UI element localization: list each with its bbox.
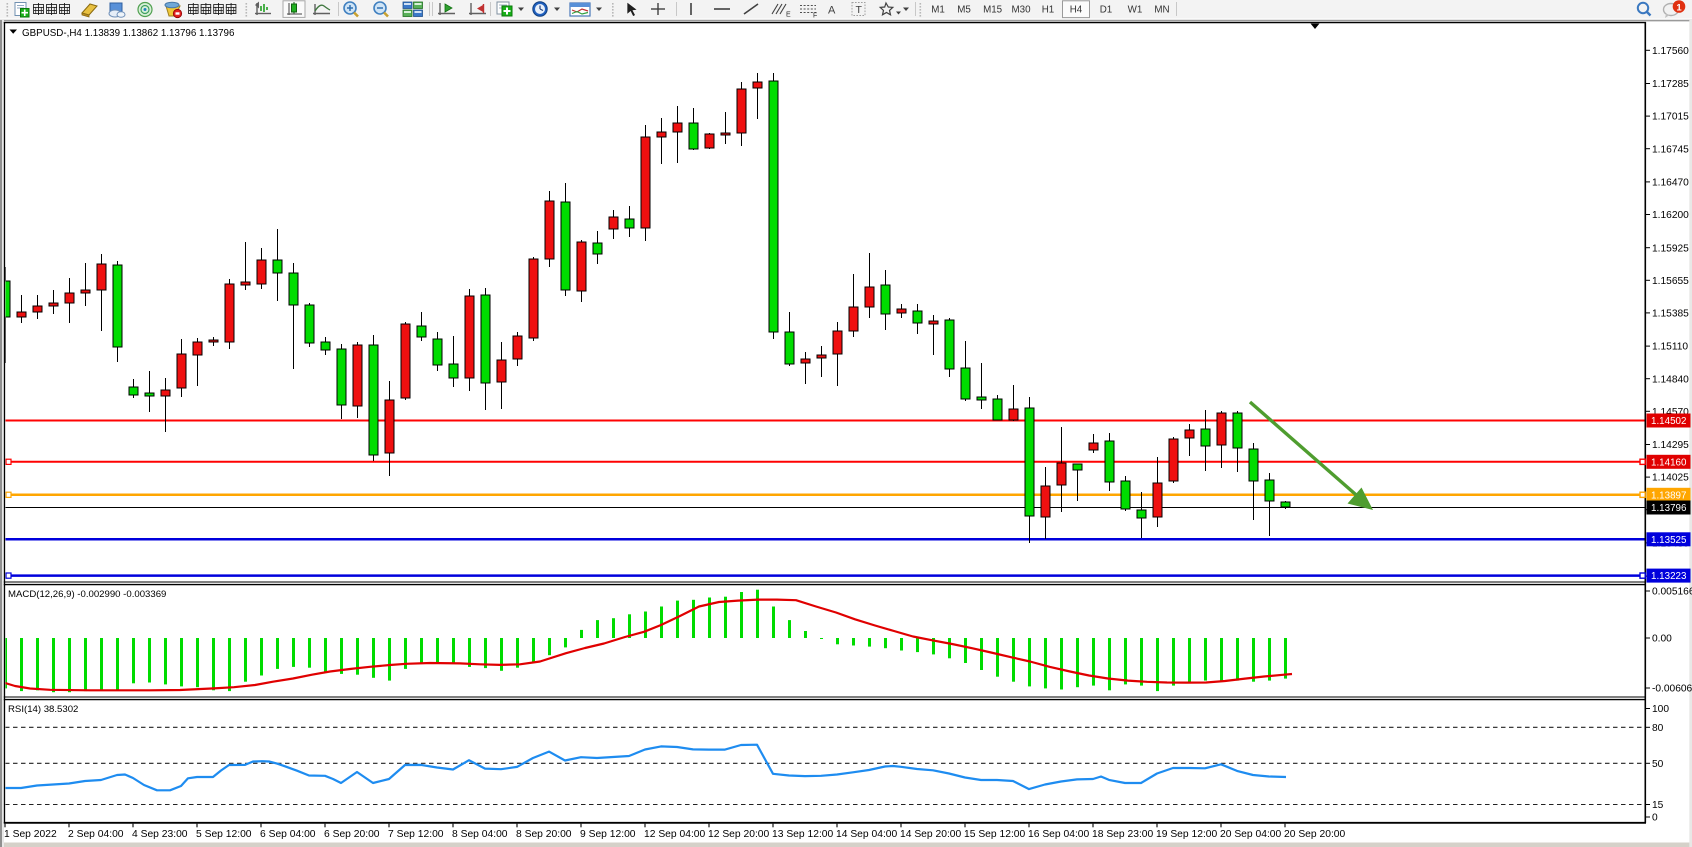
svg-text:1.17560: 1.17560 bbox=[1652, 46, 1689, 57]
svg-text:M5: M5 bbox=[957, 5, 971, 16]
svg-text:5 Sep 12:00: 5 Sep 12:00 bbox=[196, 829, 252, 840]
svg-text:80: 80 bbox=[1652, 723, 1664, 734]
svg-text:1 Sep 2022: 1 Sep 2022 bbox=[4, 829, 57, 840]
svg-text:2 Sep 04:00: 2 Sep 04:00 bbox=[68, 829, 124, 840]
svg-text:1.14570: 1.14570 bbox=[1652, 407, 1689, 418]
svg-text:W1: W1 bbox=[1128, 5, 1143, 16]
svg-text:13 Sep 12:00: 13 Sep 12:00 bbox=[772, 829, 834, 840]
svg-text:15: 15 bbox=[1652, 800, 1664, 811]
svg-text:0.00: 0.00 bbox=[1652, 634, 1672, 645]
svg-text:19 Sep 12:00: 19 Sep 12:00 bbox=[1156, 829, 1218, 840]
svg-text:9 Sep 12:00: 9 Sep 12:00 bbox=[580, 829, 636, 840]
svg-text:20 Sep 20:00: 20 Sep 20:00 bbox=[1284, 829, 1346, 840]
svg-text:F: F bbox=[813, 13, 817, 20]
svg-text:0.005166: 0.005166 bbox=[1652, 587, 1692, 598]
svg-text:M30: M30 bbox=[1011, 5, 1031, 16]
svg-text:1.13525: 1.13525 bbox=[1651, 535, 1687, 546]
svg-text:14 Sep 04:00: 14 Sep 04:00 bbox=[836, 829, 898, 840]
svg-text:1.15925: 1.15925 bbox=[1652, 243, 1689, 254]
svg-text:T: T bbox=[856, 4, 863, 16]
svg-text:1.16470: 1.16470 bbox=[1652, 178, 1689, 189]
svg-text:GBPUSD-,H4 1.13839 1.13862 1.: GBPUSD-,H4 1.13839 1.13862 1.13796 1.137… bbox=[22, 28, 235, 39]
svg-text:16 Sep 04:00: 16 Sep 04:00 bbox=[1028, 829, 1090, 840]
svg-text:M1: M1 bbox=[931, 5, 945, 16]
svg-text:1.17015: 1.17015 bbox=[1652, 112, 1689, 123]
svg-text:100: 100 bbox=[1652, 704, 1669, 715]
svg-text:1.13223: 1.13223 bbox=[1651, 571, 1687, 582]
svg-text:RSI(14) 38.5302: RSI(14) 38.5302 bbox=[8, 704, 78, 715]
svg-text:8 Sep 20:00: 8 Sep 20:00 bbox=[516, 829, 572, 840]
svg-text:1.14160: 1.14160 bbox=[1651, 457, 1687, 468]
svg-text:E: E bbox=[786, 12, 791, 19]
svg-text:-0.006064: -0.006064 bbox=[1652, 684, 1692, 695]
svg-text:D1: D1 bbox=[1100, 5, 1113, 16]
svg-text:8 Sep 04:00: 8 Sep 04:00 bbox=[452, 829, 508, 840]
svg-text:1.14025: 1.14025 bbox=[1652, 473, 1689, 484]
svg-text:12 Sep 20:00: 12 Sep 20:00 bbox=[708, 829, 770, 840]
svg-text:4 Sep 23:00: 4 Sep 23:00 bbox=[132, 829, 188, 840]
svg-text:15 Sep 12:00: 15 Sep 12:00 bbox=[964, 829, 1026, 840]
svg-text:7 Sep 12:00: 7 Sep 12:00 bbox=[388, 829, 444, 840]
svg-text:1.15655: 1.15655 bbox=[1652, 276, 1689, 287]
svg-text:14 Sep 20:00: 14 Sep 20:00 bbox=[900, 829, 962, 840]
svg-text:6 Sep 20:00: 6 Sep 20:00 bbox=[324, 829, 380, 840]
svg-text:M15: M15 bbox=[983, 5, 1003, 16]
svg-text:20 Sep 04:00: 20 Sep 04:00 bbox=[1220, 829, 1282, 840]
svg-text:1.14295: 1.14295 bbox=[1652, 440, 1689, 451]
svg-text:H4: H4 bbox=[1070, 5, 1083, 16]
svg-text:1.14840: 1.14840 bbox=[1652, 374, 1689, 385]
svg-text:1.15110: 1.15110 bbox=[1652, 342, 1688, 353]
svg-text:1.14502: 1.14502 bbox=[1651, 416, 1686, 427]
svg-text:A: A bbox=[828, 5, 836, 17]
svg-text:H1: H1 bbox=[1042, 5, 1055, 16]
svg-text:1.16745: 1.16745 bbox=[1652, 144, 1689, 155]
svg-text:1.17285: 1.17285 bbox=[1652, 79, 1689, 90]
svg-text:MACD(12,26,9) -0.002990 -0.003: MACD(12,26,9) -0.002990 -0.003369 bbox=[8, 589, 166, 600]
svg-text:0: 0 bbox=[1652, 813, 1658, 824]
svg-text:1: 1 bbox=[1676, 3, 1682, 14]
svg-text:12 Sep 04:00: 12 Sep 04:00 bbox=[644, 829, 706, 840]
svg-text:1.13796: 1.13796 bbox=[1651, 503, 1687, 514]
svg-text:MN: MN bbox=[1154, 5, 1169, 16]
svg-text:1.16200: 1.16200 bbox=[1652, 210, 1689, 221]
svg-text:1.13897: 1.13897 bbox=[1651, 490, 1686, 501]
svg-text:6 Sep 04:00: 6 Sep 04:00 bbox=[260, 829, 316, 840]
svg-text:1.15385: 1.15385 bbox=[1652, 309, 1689, 320]
svg-text:18 Sep 23:00: 18 Sep 23:00 bbox=[1092, 829, 1154, 840]
svg-text:50: 50 bbox=[1652, 759, 1664, 770]
